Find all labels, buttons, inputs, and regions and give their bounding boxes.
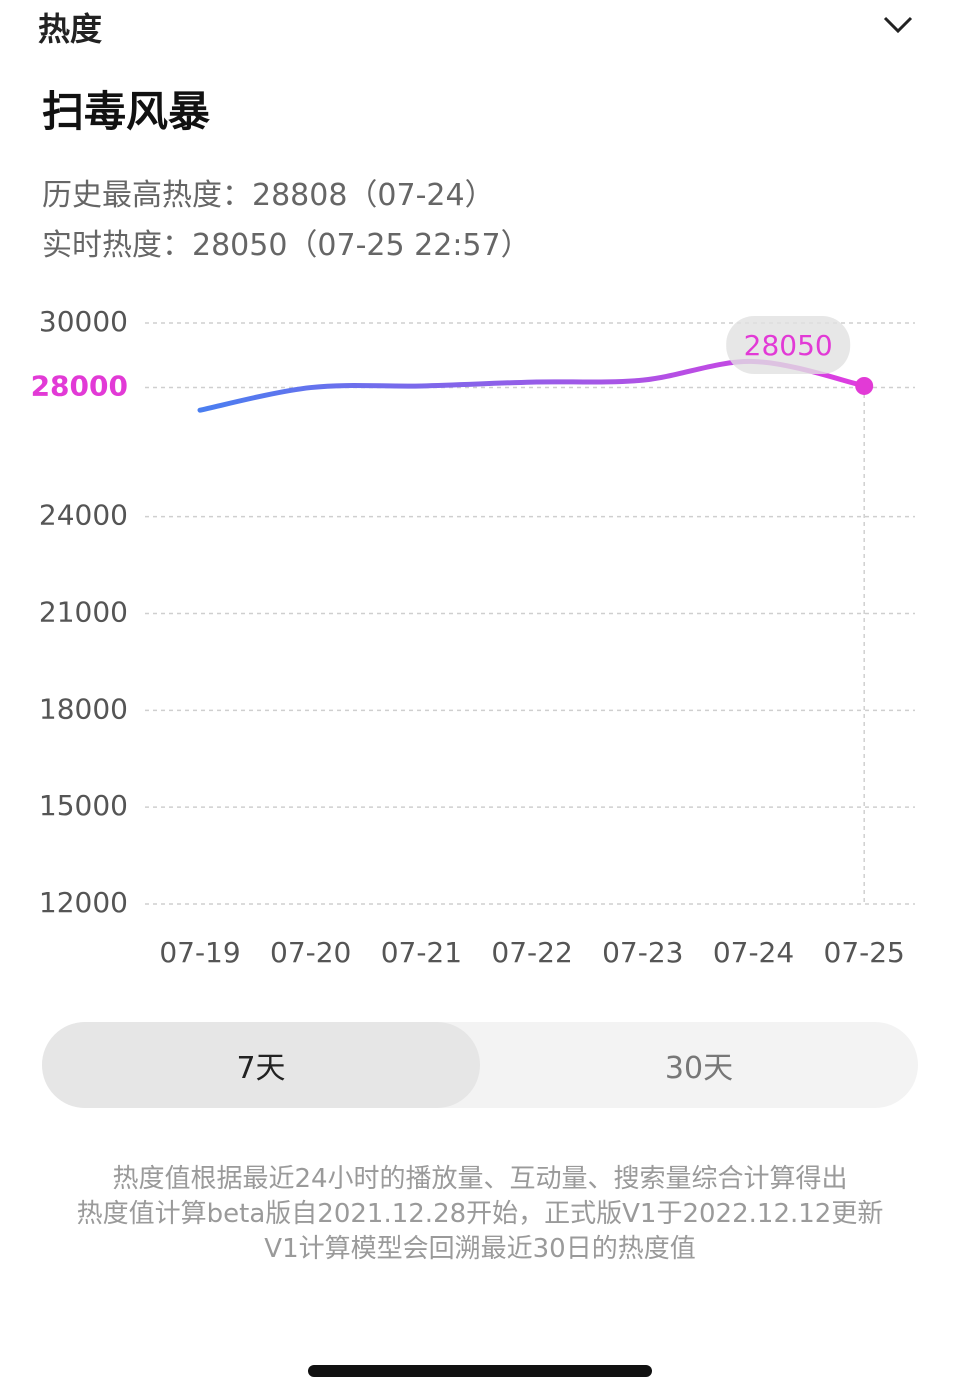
note-line: 热度值根据最近24小时的播放量、互动量、搜索量综合计算得出 (112, 1164, 848, 1194)
range-tab[interactable]: 7天 (42, 1022, 480, 1108)
peak-stat: 历史最高热度：28808（07-24） (42, 178, 495, 213)
x-tick-label: 07-22 (491, 936, 572, 969)
x-tick-label: 07-19 (159, 936, 240, 969)
collapse-chevron[interactable] (882, 12, 914, 36)
y-tick-label: 12000 (39, 886, 128, 919)
y-tick-label: 15000 (39, 789, 128, 822)
y-tick-label: 18000 (39, 692, 128, 725)
tooltip-value: 28050 (744, 329, 833, 362)
x-tick-label: 07-25 (824, 936, 905, 969)
y-tick-label: 28000 (31, 370, 128, 403)
x-tick-label: 07-20 (270, 936, 351, 969)
current-point (855, 376, 874, 395)
tooltip-bg (726, 316, 851, 374)
range-tab[interactable]: 30天 (664, 1051, 734, 1086)
home-indicator (308, 1365, 652, 1377)
y-tick-label: 24000 (39, 499, 128, 532)
header-label: 热度 (38, 10, 103, 48)
note-line: 热度值计算beta版自2021.12.28开始，正式版V1于2022.12.12… (76, 1199, 884, 1229)
notes: 热度值根据最近24小时的播放量、互动量、搜索量综合计算得出热度值计算beta版自… (0, 1162, 960, 1267)
note-line: V1计算模型会回溯最近30日的热度值 (264, 1234, 696, 1264)
y-tick-label: 30000 (39, 305, 128, 338)
x-tick-label: 07-24 (713, 936, 794, 969)
y-tick-label: 21000 (39, 596, 128, 629)
x-tick-label: 07-21 (381, 936, 462, 969)
range-tabs: 7天 30天 (42, 1022, 918, 1108)
chart: 12000 15000 18000 21000 24000 28000 30000 07-19… (31, 305, 915, 969)
title: 扫毒风暴 (42, 87, 211, 136)
x-tick-label: 07-23 (602, 936, 683, 969)
current-stat: 实时热度：28050（07-25 22:57） (42, 228, 531, 263)
